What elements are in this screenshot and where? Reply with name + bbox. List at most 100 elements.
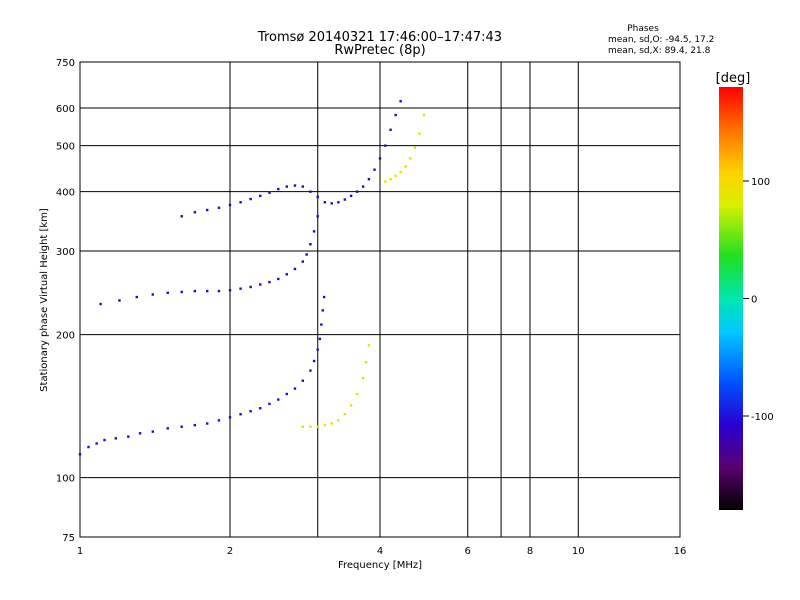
- scatter-point: [127, 435, 130, 438]
- y-tick-label: 400: [56, 188, 75, 199]
- x-tick-label: 10: [572, 546, 585, 557]
- scatter-point: [239, 201, 242, 204]
- scatter-point: [285, 273, 288, 276]
- scatter-point: [343, 198, 347, 201]
- grid-lines: [79, 61, 681, 538]
- x-tick-label: 16: [674, 546, 687, 557]
- scatter-point: [259, 407, 262, 410]
- scatter-point: [404, 165, 407, 168]
- scatter-point: [180, 215, 183, 218]
- colorbar-tick-label: 0: [751, 295, 757, 306]
- scatter-point: [309, 425, 312, 428]
- scatter-point: [367, 177, 371, 181]
- scatter-point: [151, 293, 155, 296]
- scatter-point: [228, 203, 232, 207]
- scatter-point: [373, 168, 376, 171]
- scatter-point: [399, 170, 402, 174]
- scatter-point: [322, 295, 326, 299]
- plot-area: [78, 61, 681, 538]
- phase-legend-title: Phases: [627, 24, 659, 34]
- scatter-point: [151, 430, 155, 433]
- scatter-point: [364, 361, 368, 364]
- scatter-point: [349, 194, 353, 198]
- scatter-point: [277, 187, 280, 191]
- scatter-point: [309, 369, 312, 372]
- scatter-point: [413, 146, 417, 149]
- scatter-point: [239, 413, 242, 416]
- scatter-point: [285, 185, 288, 188]
- scatter-point: [259, 194, 262, 198]
- scatter-point: [320, 323, 323, 326]
- scatter-point: [301, 379, 305, 382]
- scatter-point: [166, 427, 169, 430]
- scatter-point: [249, 410, 252, 413]
- scatter-point: [367, 344, 371, 347]
- scatter-point: [217, 206, 221, 209]
- scatter-point: [312, 359, 316, 363]
- axes: 1 2 4 6 8 10 16 75 100 200 300 400 500 600 750: [56, 58, 686, 557]
- y-tick-label: 500: [56, 142, 75, 153]
- x-tick-label: 1: [77, 546, 83, 557]
- x-tick-label: 6: [465, 546, 471, 557]
- scatter-point: [321, 309, 324, 312]
- scatter-point: [95, 442, 98, 445]
- colorbar-tick-label: -100: [751, 412, 774, 423]
- scatter-point: [323, 201, 327, 204]
- scatter-point: [249, 285, 252, 289]
- phase-legend: Phases mean, sd,O: -94.5, 17.2 mean, sd,…: [608, 24, 714, 56]
- scatter-point: [323, 423, 327, 427]
- scatter-point: [384, 144, 387, 147]
- scatter-point: [305, 253, 308, 256]
- scatter-point: [337, 201, 340, 204]
- scatter-point: [394, 174, 397, 177]
- scatter-point: [205, 208, 209, 212]
- scatter-point: [399, 100, 402, 103]
- scatter-point: [99, 302, 102, 306]
- scatter-point: [301, 260, 305, 263]
- x-tick-label: 2: [227, 546, 233, 557]
- y-tick-label: 100: [56, 474, 75, 485]
- chart-title: Tromsø 20140321 17:46:00–17:47:43: [257, 30, 502, 45]
- scatter-point: [118, 299, 121, 302]
- scatter-point: [355, 392, 359, 396]
- scatter-point: [422, 113, 426, 117]
- y-tick-label: 200: [56, 331, 75, 342]
- scatter-point: [349, 404, 353, 407]
- scatter-point: [384, 180, 387, 183]
- colorbar-ticks: 100 0 -100: [743, 177, 774, 423]
- scatter-point: [318, 337, 322, 341]
- scatter-point: [330, 422, 333, 425]
- scatter-point: [293, 267, 297, 271]
- scatter-point: [316, 425, 319, 428]
- scatter-point: [389, 177, 392, 181]
- colorbar-gradient: [719, 87, 743, 510]
- scatter-point: [135, 295, 138, 299]
- scatter-point: [239, 287, 242, 290]
- scatter-point: [316, 348, 319, 351]
- x-axis-label: Frequency [MHz]: [338, 560, 422, 571]
- scatter-point: [394, 113, 397, 117]
- scatter-point: [316, 195, 319, 199]
- scatter-point: [268, 191, 271, 194]
- colorbar: [deg] 100 0 -100: [716, 71, 774, 510]
- scatter-point: [330, 202, 333, 205]
- scatter-point: [180, 425, 183, 428]
- scatter-point: [217, 289, 221, 293]
- scatter-point: [309, 243, 312, 246]
- scatter-point: [378, 157, 382, 160]
- scatter-point: [337, 419, 340, 422]
- scatter-point: [361, 376, 365, 380]
- scatter-point: [87, 445, 90, 449]
- y-tick-label: 600: [56, 104, 75, 115]
- phase-legend-x-line: mean, sd,X: 89.4, 21.8: [608, 46, 711, 56]
- y-axis-label: Stationary phase Virtual Height [km]: [39, 208, 50, 392]
- scatter-point: [205, 289, 209, 293]
- colorbar-label: [deg]: [716, 71, 751, 86]
- scatter-point: [138, 432, 142, 435]
- scatter-point: [418, 132, 421, 135]
- scatter-point: [409, 157, 412, 160]
- scatter-point: [180, 290, 183, 294]
- scatter-point: [114, 437, 118, 440]
- scatter-point: [268, 280, 271, 284]
